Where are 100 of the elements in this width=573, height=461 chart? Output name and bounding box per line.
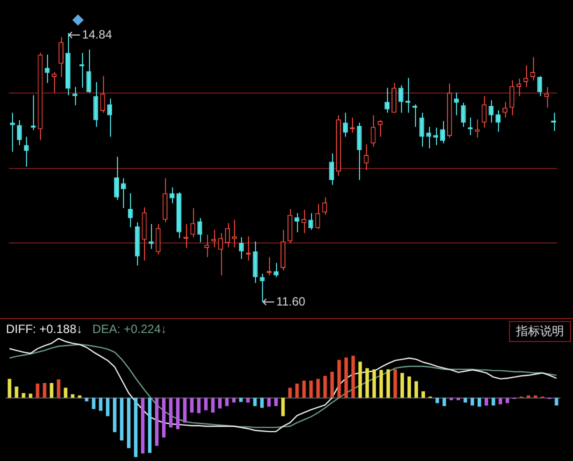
bar bbox=[400, 372, 404, 398]
bar bbox=[344, 358, 348, 398]
bar bbox=[526, 395, 530, 398]
candlestick bbox=[218, 232, 224, 276]
bar bbox=[302, 380, 306, 398]
bar bbox=[169, 398, 173, 428]
candlestick bbox=[204, 234, 210, 258]
bar bbox=[337, 360, 341, 398]
bar bbox=[365, 368, 369, 398]
candlestick bbox=[301, 209, 306, 234]
candlestick bbox=[44, 54, 50, 84]
bar bbox=[120, 398, 124, 440]
bar bbox=[8, 378, 12, 398]
bar bbox=[92, 398, 96, 410]
bar bbox=[534, 395, 538, 398]
candlestick bbox=[128, 192, 133, 228]
candlestick bbox=[392, 82, 396, 114]
bar bbox=[176, 398, 180, 430]
bar bbox=[126, 398, 130, 448]
candlestick bbox=[52, 72, 57, 94]
bar bbox=[84, 398, 88, 402]
candlestick bbox=[460, 102, 466, 128]
bar bbox=[28, 394, 32, 398]
candlestick bbox=[544, 86, 550, 108]
bar bbox=[484, 398, 488, 406]
bar bbox=[239, 398, 243, 402]
bar bbox=[407, 376, 411, 398]
bar bbox=[351, 356, 355, 398]
bar bbox=[232, 398, 236, 403]
bar bbox=[288, 388, 292, 398]
bar bbox=[436, 398, 440, 404]
candlestick bbox=[148, 223, 154, 250]
bar bbox=[98, 398, 102, 411]
bar bbox=[155, 398, 159, 446]
candlestick bbox=[114, 156, 119, 200]
candlestick bbox=[211, 229, 216, 248]
candlestick bbox=[537, 76, 542, 97]
bar bbox=[498, 398, 502, 404]
candlestick bbox=[523, 64, 528, 88]
bar bbox=[36, 384, 40, 398]
candlestick bbox=[509, 80, 514, 116]
bar bbox=[225, 398, 229, 406]
bar bbox=[309, 380, 313, 398]
bar bbox=[442, 398, 446, 406]
candlestick bbox=[232, 219, 237, 248]
candlestick bbox=[120, 178, 126, 209]
bar bbox=[470, 398, 474, 406]
candlestick bbox=[356, 122, 362, 180]
bar bbox=[56, 379, 60, 398]
candlestick bbox=[274, 262, 279, 278]
candlestick bbox=[100, 76, 106, 114]
bar bbox=[267, 398, 271, 407]
annotation: 11.60 bbox=[276, 294, 306, 308]
text: DEA: +0.224↓ bbox=[92, 322, 167, 336]
candlestick bbox=[496, 110, 501, 132]
bar bbox=[274, 398, 278, 406]
bar bbox=[197, 398, 201, 414]
bar bbox=[295, 384, 299, 398]
candlestick bbox=[93, 81, 98, 128]
bar bbox=[253, 398, 257, 406]
candlestick bbox=[238, 236, 244, 260]
bar bbox=[358, 362, 362, 398]
candlestick bbox=[260, 273, 265, 302]
candlestick bbox=[225, 222, 230, 248]
candlestick bbox=[294, 212, 300, 233]
candlestick bbox=[370, 114, 376, 148]
bar bbox=[140, 398, 144, 454]
bar bbox=[64, 388, 68, 398]
bar bbox=[211, 398, 215, 413]
candlestick bbox=[72, 86, 78, 106]
bar bbox=[379, 370, 383, 398]
candlestick bbox=[329, 152, 334, 186]
candlestick bbox=[190, 208, 196, 238]
bar bbox=[414, 381, 418, 398]
bar bbox=[281, 398, 285, 416]
bar bbox=[506, 398, 510, 404]
bar bbox=[323, 376, 327, 398]
candlestick bbox=[378, 120, 383, 138]
candlestick bbox=[24, 136, 29, 168]
candlestick bbox=[426, 126, 432, 149]
candlestick bbox=[502, 101, 508, 118]
candlestick bbox=[16, 120, 22, 146]
candlestick bbox=[440, 120, 446, 144]
bar bbox=[554, 398, 558, 406]
bar bbox=[330, 372, 334, 398]
bar bbox=[183, 398, 187, 423]
bar bbox=[148, 398, 152, 453]
bar bbox=[464, 398, 468, 403]
candlestick bbox=[170, 186, 174, 204]
annotation: 14.84 bbox=[82, 27, 112, 42]
bar bbox=[22, 393, 26, 398]
bar bbox=[134, 398, 138, 458]
bar bbox=[422, 391, 426, 398]
bar bbox=[106, 398, 110, 416]
bar bbox=[50, 382, 54, 398]
candlestick bbox=[342, 112, 348, 138]
candlestick bbox=[322, 196, 328, 216]
bar bbox=[218, 398, 222, 408]
candlestick bbox=[488, 100, 494, 124]
text: DIFF: +0.188↓ bbox=[6, 322, 82, 336]
